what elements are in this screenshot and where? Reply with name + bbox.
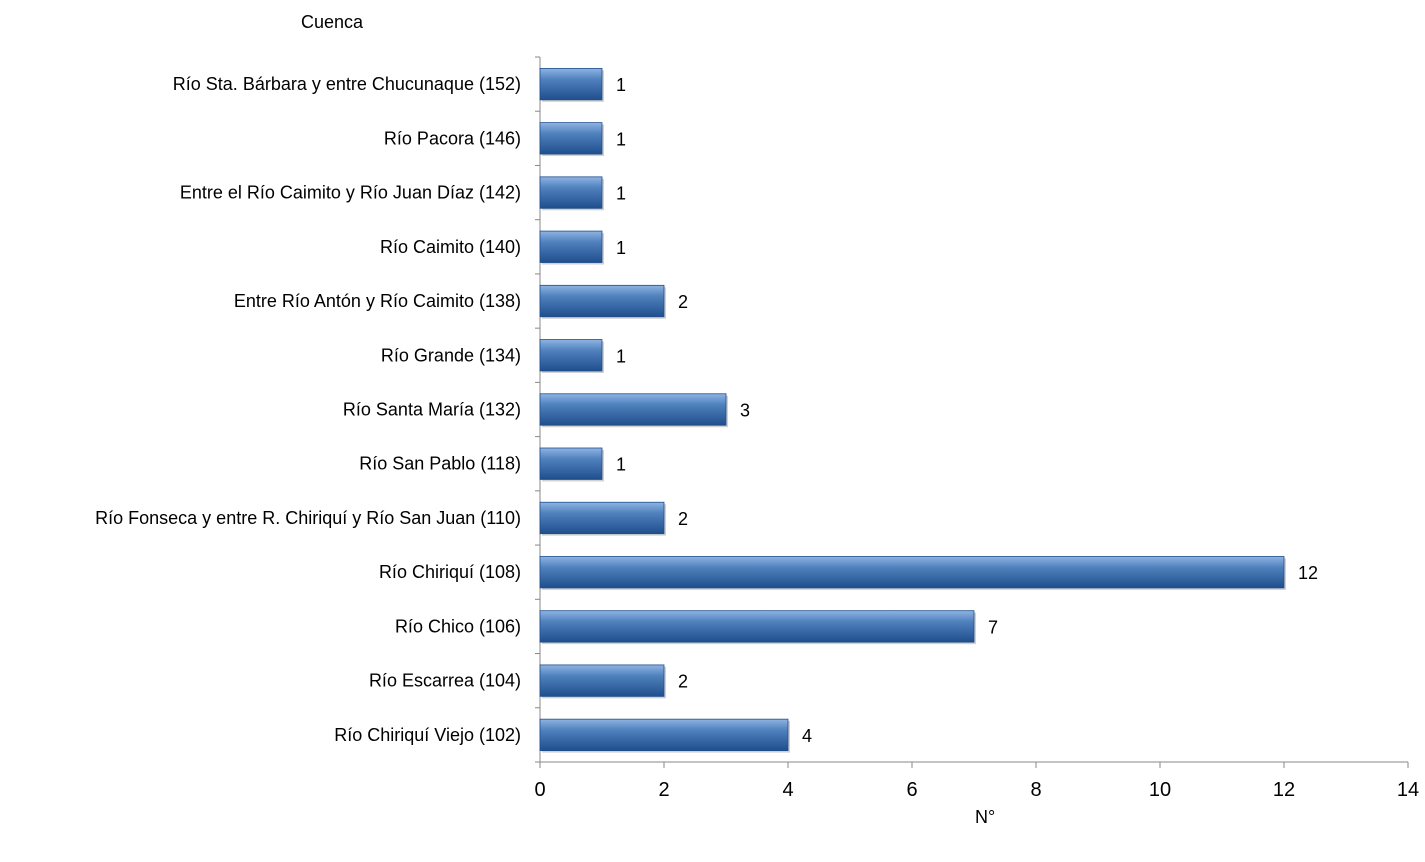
bar bbox=[539, 447, 603, 480]
data-label: 2 bbox=[678, 509, 688, 529]
data-label: 3 bbox=[740, 401, 750, 421]
data-label: 1 bbox=[616, 346, 626, 366]
data-label: 1 bbox=[616, 184, 626, 204]
category-label: Entre Río Antón y Río Caimito (138) bbox=[234, 291, 521, 311]
y-axis-title: Cuenca bbox=[301, 12, 364, 32]
category-label: Río Grande (134) bbox=[381, 345, 521, 365]
category-label: Río San Pablo (118) bbox=[359, 454, 521, 474]
bar bbox=[539, 339, 603, 372]
bar bbox=[539, 67, 603, 101]
data-label: 1 bbox=[616, 75, 626, 95]
bar bbox=[539, 176, 603, 209]
bar bbox=[539, 556, 1285, 589]
category-label: Entre el Río Caimito y Río Juan Díaz (14… bbox=[180, 183, 521, 203]
category-label: Río Escarrea (104) bbox=[369, 671, 521, 691]
data-label: 4 bbox=[802, 726, 812, 746]
x-tick-label: 2 bbox=[658, 779, 669, 801]
data-label: 2 bbox=[678, 292, 688, 312]
x-tick-label: 4 bbox=[782, 779, 793, 801]
category-label: Río Chico (106) bbox=[395, 616, 521, 636]
x-tick-label: 0 bbox=[534, 779, 545, 801]
category-label: Río Pacora (146) bbox=[384, 128, 521, 148]
bar bbox=[539, 122, 603, 155]
category-label: Río Sta. Bárbara y entre Chucunaque (152… bbox=[173, 74, 521, 94]
bar bbox=[539, 501, 665, 535]
x-axis-title: N° bbox=[975, 807, 995, 827]
bar bbox=[539, 393, 727, 426]
category-label: Río Chiriquí Viejo (102) bbox=[334, 725, 521, 745]
data-label: 12 bbox=[1298, 563, 1318, 583]
x-tick-label: 14 bbox=[1397, 779, 1419, 801]
category-label: Río Santa María (132) bbox=[343, 400, 521, 420]
data-label: 1 bbox=[616, 238, 626, 258]
bar bbox=[539, 610, 975, 643]
x-tick-label: 12 bbox=[1273, 779, 1295, 801]
data-label: 2 bbox=[678, 672, 688, 692]
bar bbox=[539, 230, 603, 263]
x-tick-label: 6 bbox=[906, 779, 917, 801]
data-label: 1 bbox=[616, 129, 626, 149]
bar bbox=[539, 718, 789, 752]
data-label: 7 bbox=[988, 617, 998, 637]
x-tick-label: 8 bbox=[1030, 779, 1041, 801]
category-label: Río Caimito (140) bbox=[380, 237, 521, 257]
x-tick-label: 10 bbox=[1149, 779, 1171, 801]
bar bbox=[539, 664, 665, 697]
data-label: 1 bbox=[616, 455, 626, 475]
category-label: Río Chiriquí (108) bbox=[379, 562, 521, 582]
bar bbox=[539, 284, 665, 318]
category-label: Río Fonseca y entre R. Chiriquí y Río Sa… bbox=[95, 508, 521, 528]
